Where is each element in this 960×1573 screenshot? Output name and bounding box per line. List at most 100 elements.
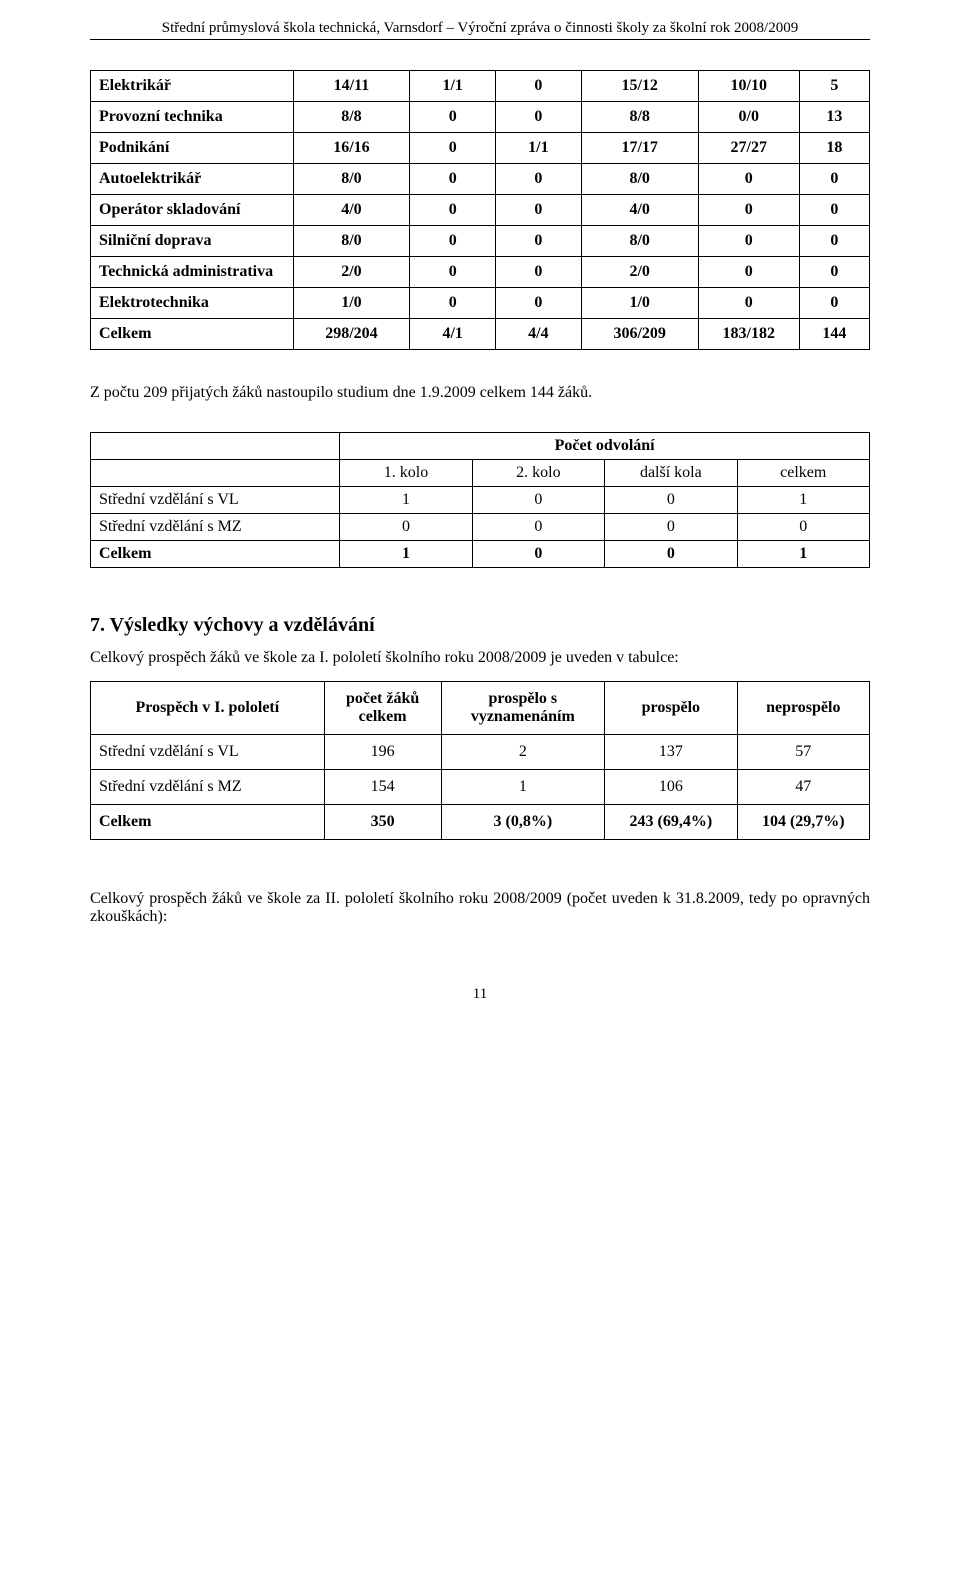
table-row: Počet odvolání (91, 433, 870, 460)
table-row: Provozní technika8/8008/80/013 (91, 102, 870, 133)
cell: 1 (441, 770, 605, 805)
row-label: Podnikání (91, 133, 294, 164)
row-label: Střední vzdělání s VL (91, 735, 325, 770)
cell: 13 (799, 102, 869, 133)
cell: 298/204 (293, 319, 410, 350)
cell: 1 (737, 487, 869, 514)
cell: 1/0 (581, 288, 698, 319)
table-row: Podnikání16/1601/117/1727/2718 (91, 133, 870, 164)
cell: 8/0 (581, 164, 698, 195)
cell: 0 (799, 288, 869, 319)
cell: 106 (605, 770, 737, 805)
cell: 0 (496, 71, 582, 102)
cell: 18 (799, 133, 869, 164)
cell: 196 (324, 735, 441, 770)
cell: 8/0 (293, 164, 410, 195)
cell: 1 (340, 541, 472, 568)
cell: 0 (496, 195, 582, 226)
row-label: Technická administrativa (91, 257, 294, 288)
cell: 154 (324, 770, 441, 805)
cell: 0 (605, 514, 737, 541)
cell: 0 (496, 164, 582, 195)
cell: 0 (737, 514, 869, 541)
row-label: Celkem (91, 319, 294, 350)
cell: 144 (799, 319, 869, 350)
table-row: Střední vzdělání s MZ0000 (91, 514, 870, 541)
cell: 17/17 (581, 133, 698, 164)
cell: 0 (496, 288, 582, 319)
cell: 2/0 (293, 257, 410, 288)
section-7-title: 7. Výsledky výchovy a vzdělávání (90, 614, 870, 637)
table-row: Autoelektrikář8/0008/000 (91, 164, 870, 195)
cell: 8/0 (293, 226, 410, 257)
page-header: Střední průmyslová škola technická, Varn… (90, 20, 870, 37)
col-header: neprospělo (737, 682, 869, 735)
page: Střední průmyslová škola technická, Varn… (0, 0, 960, 1063)
cell: 8/8 (581, 102, 698, 133)
cell: 0 (605, 541, 737, 568)
cell: 16/16 (293, 133, 410, 164)
cell: 0 (799, 195, 869, 226)
cell: 0 (698, 195, 799, 226)
table-programs: Elektrikář14/111/1015/1210/105Provozní t… (90, 70, 870, 350)
table-prospech: Prospěch v I. pololetí počet žáků celkem… (90, 681, 870, 840)
col-header: prospělo s vyznamenáním (441, 682, 605, 735)
col-header: prospělo (605, 682, 737, 735)
table-row: Technická administrativa2/0002/000 (91, 257, 870, 288)
cell: 0/0 (698, 102, 799, 133)
cell: 4/1 (410, 319, 496, 350)
cell: 183/182 (698, 319, 799, 350)
cell: 57 (737, 735, 869, 770)
col-header: 2. kolo (472, 460, 604, 487)
row-label: Střední vzdělání s MZ (91, 770, 325, 805)
cell: 0 (799, 164, 869, 195)
cell-empty (91, 433, 340, 460)
cell: 0 (410, 257, 496, 288)
cell: 0 (496, 226, 582, 257)
odvolani-title: Počet odvolání (340, 433, 870, 460)
row-label: Celkem (91, 805, 325, 840)
cell: 1/1 (496, 133, 582, 164)
cell: 0 (698, 164, 799, 195)
cell: 8/0 (581, 226, 698, 257)
row-label: Autoelektrikář (91, 164, 294, 195)
cell: 1/0 (293, 288, 410, 319)
cell: 0 (472, 487, 604, 514)
table-row: Střední vzdělání s VL1001 (91, 487, 870, 514)
cell: 0 (410, 164, 496, 195)
cell: 0 (472, 541, 604, 568)
after-table1-text: Z počtu 209 přijatých žáků nastoupilo st… (90, 384, 870, 402)
table-row: Elektrotechnika1/0001/000 (91, 288, 870, 319)
cell: 0 (410, 226, 496, 257)
cell: 137 (605, 735, 737, 770)
cell: 1 (340, 487, 472, 514)
cell: 350 (324, 805, 441, 840)
table-odvolani: Počet odvolání 1. kolo 2. kolo další kol… (90, 432, 870, 568)
page-number: 11 (90, 986, 870, 1003)
cell: 0 (410, 195, 496, 226)
col-header: 1. kolo (340, 460, 472, 487)
row-label: Celkem (91, 541, 340, 568)
cell: 0 (410, 133, 496, 164)
row-label: Elektrotechnika (91, 288, 294, 319)
cell: 14/11 (293, 71, 410, 102)
cell: 1 (737, 541, 869, 568)
row-label: Provozní technika (91, 102, 294, 133)
cell: 1/1 (410, 71, 496, 102)
cell: 0 (410, 102, 496, 133)
cell: 4/0 (581, 195, 698, 226)
col-header: další kola (605, 460, 737, 487)
table-row: Celkem1001 (91, 541, 870, 568)
col-header: počet žáků celkem (324, 682, 441, 735)
table-row: Operátor skladování4/0004/000 (91, 195, 870, 226)
cell: 0 (799, 226, 869, 257)
row-label: Elektrikář (91, 71, 294, 102)
cell: 0 (410, 288, 496, 319)
table-row: 1. kolo 2. kolo další kola celkem (91, 460, 870, 487)
row-label: Operátor skladování (91, 195, 294, 226)
closing-paragraph: Celkový prospěch žáků ve škole za II. po… (90, 890, 870, 926)
cell: 243 (69,4%) (605, 805, 737, 840)
col-header: celkem (737, 460, 869, 487)
cell: 27/27 (698, 133, 799, 164)
cell: 5 (799, 71, 869, 102)
